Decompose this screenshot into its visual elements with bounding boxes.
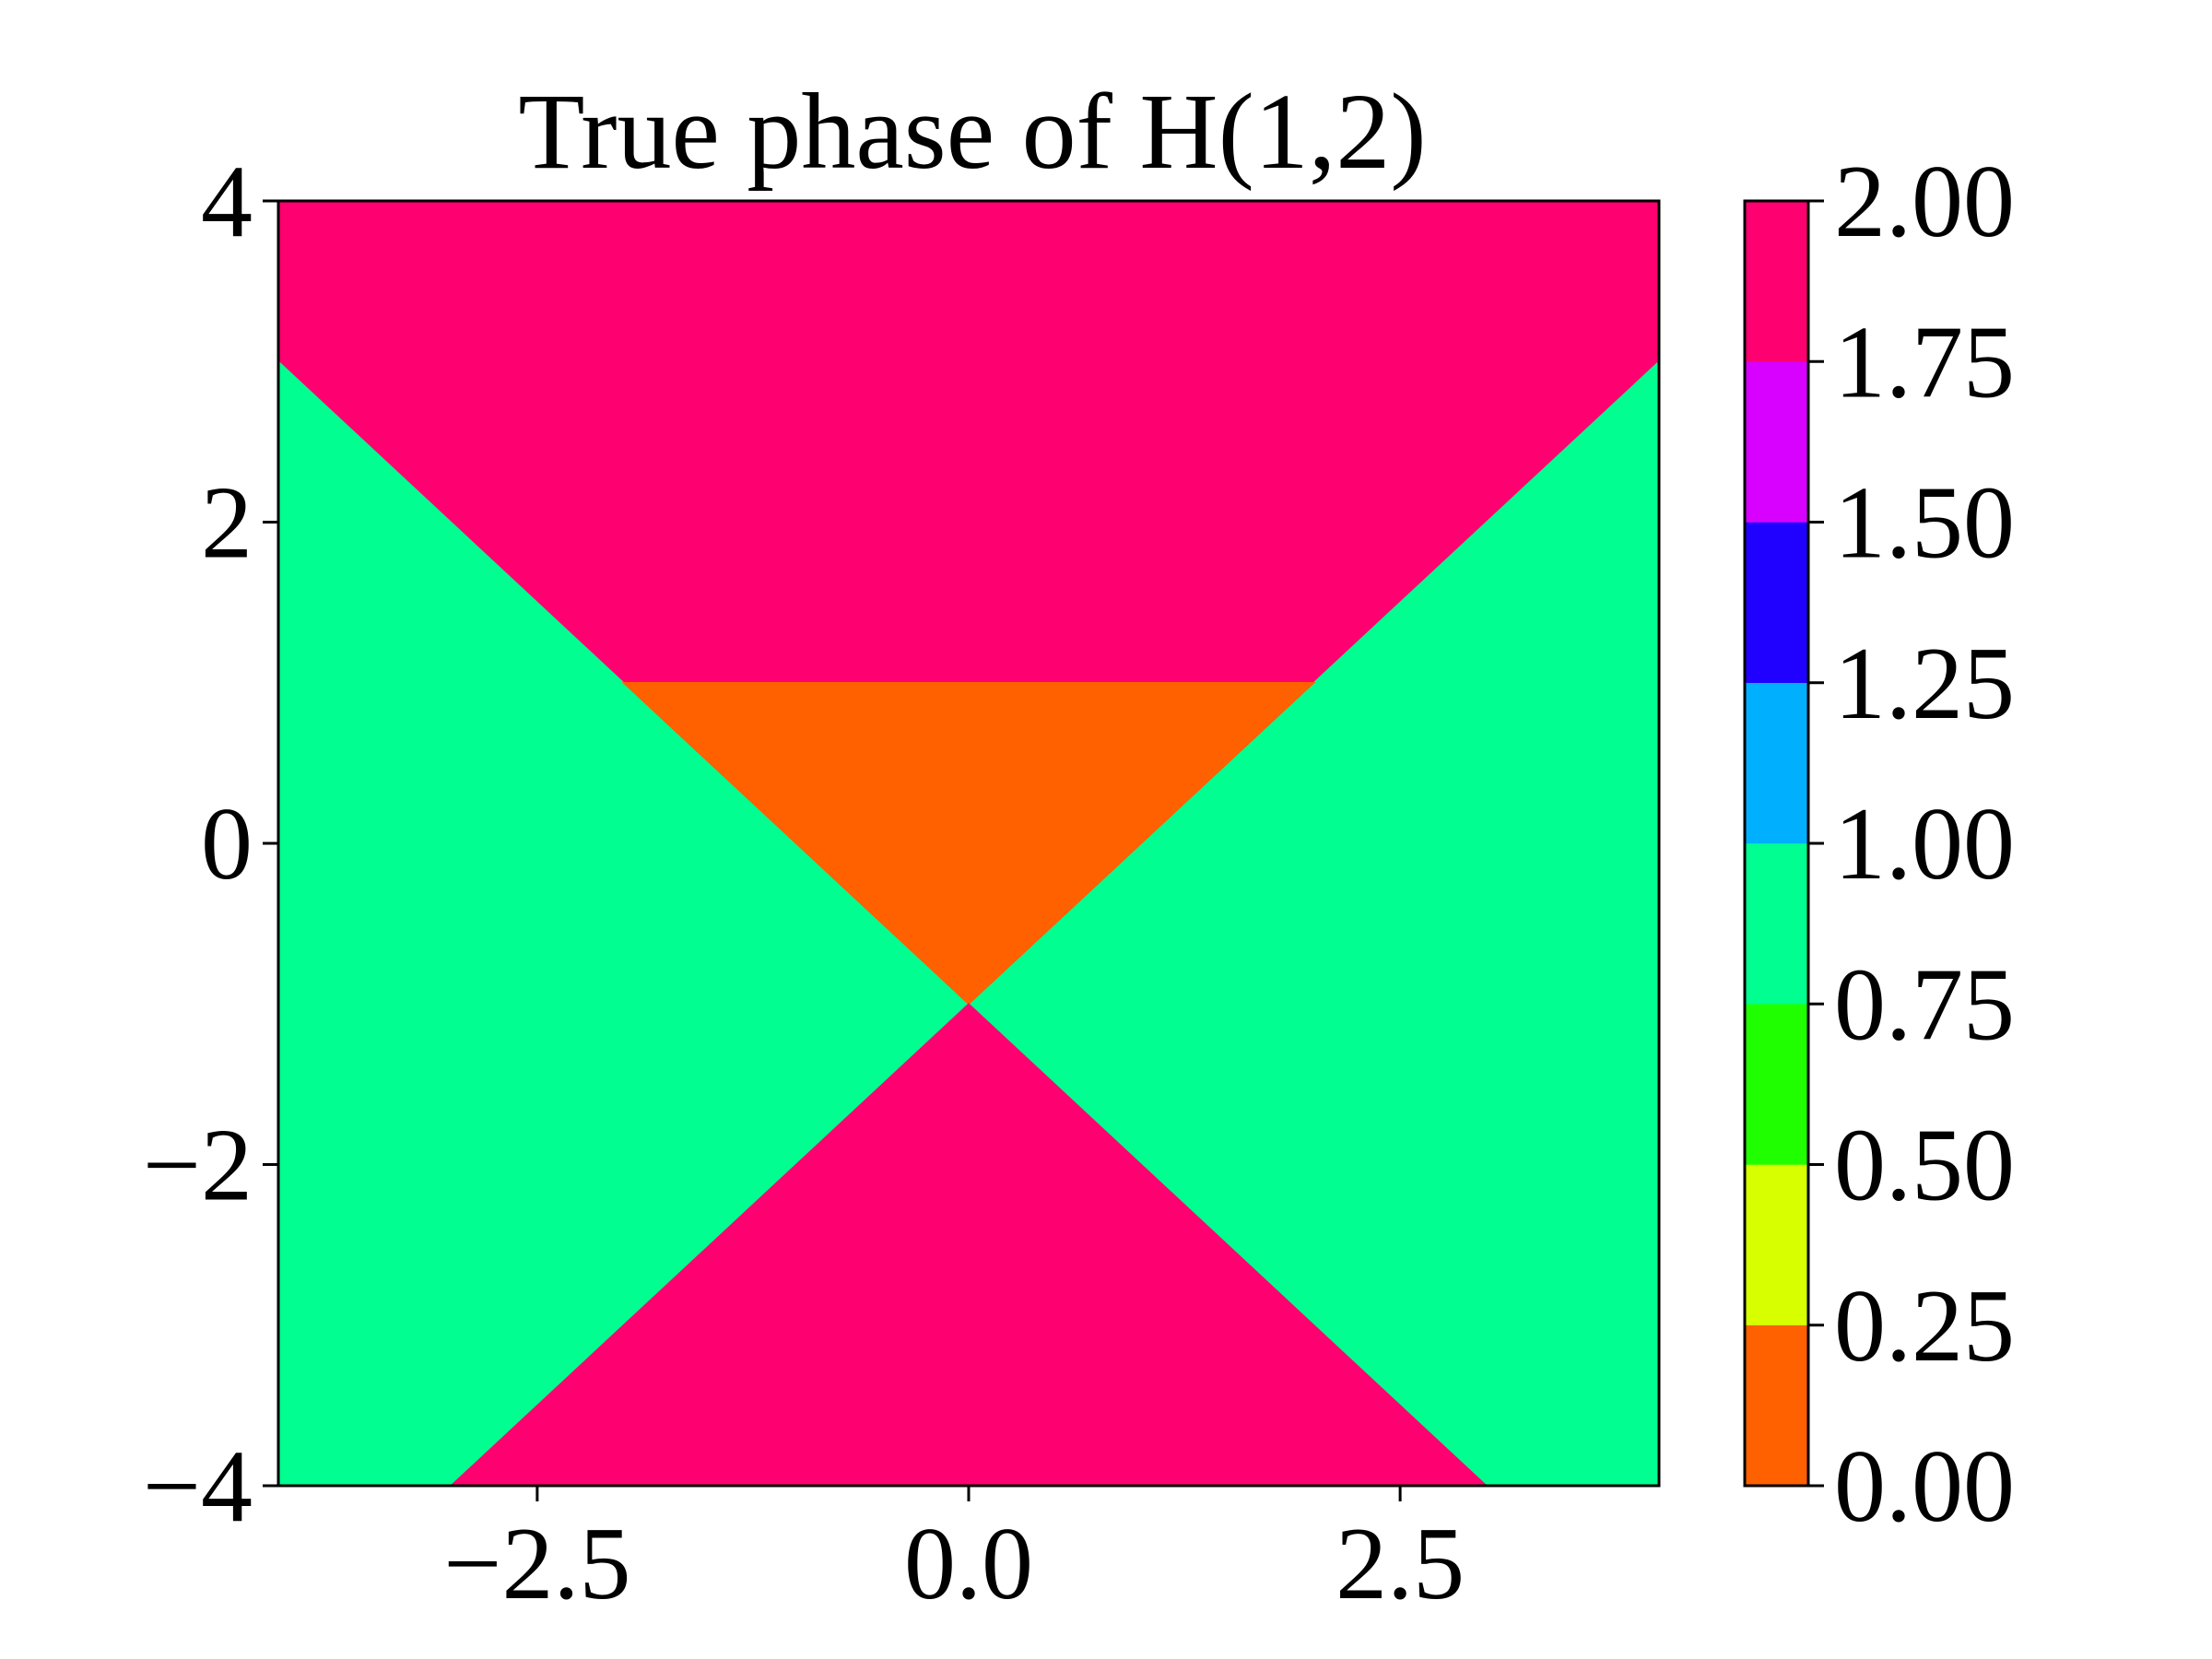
x-tick-label: −2.5 bbox=[443, 1507, 630, 1621]
colorbar-tick-label: 2.00 bbox=[1834, 145, 2015, 259]
colorbar-segment bbox=[1744, 522, 1809, 683]
colorbar bbox=[1744, 200, 1809, 1487]
y-axis: −4 −2 0 2 4 bbox=[143, 145, 278, 1544]
x-tick-label: 0.0 bbox=[904, 1507, 1033, 1621]
colorbar-tick-label: 1.50 bbox=[1834, 466, 2015, 581]
colorbar-segment bbox=[1744, 1324, 1809, 1487]
plot-regions bbox=[277, 200, 1660, 1487]
y-tick-label: 2 bbox=[201, 466, 253, 581]
colorbar-tick-label: 0.00 bbox=[1834, 1430, 2015, 1544]
phase-region-3 bbox=[621, 682, 1316, 1006]
colorbar-segment bbox=[1744, 200, 1809, 362]
colorbar-tick-label: 0.25 bbox=[1834, 1269, 2015, 1383]
colorbar-segment bbox=[1744, 1004, 1809, 1165]
colorbar-segment bbox=[1744, 682, 1809, 844]
colorbar-tick-label: 0.75 bbox=[1834, 947, 2015, 1062]
y-tick-label: 4 bbox=[201, 145, 253, 259]
colorbar-tick-label: 1.00 bbox=[1834, 787, 2015, 901]
colorbar-segment bbox=[1744, 1164, 1809, 1325]
colorbar-tick-label: 0.50 bbox=[1834, 1109, 2015, 1223]
x-axis: −2.5 0.0 2.5 bbox=[443, 1486, 1465, 1621]
colorbar-tick-label: 1.75 bbox=[1834, 305, 2015, 419]
colorbar-tick-label: 1.25 bbox=[1834, 627, 2015, 741]
y-tick-label: −4 bbox=[143, 1430, 253, 1544]
x-tick-label: 2.5 bbox=[1335, 1507, 1465, 1621]
y-tick-label: −2 bbox=[143, 1109, 253, 1223]
colorbar-axis: 0.00 0.25 0.50 0.75 1.00 1.25 1.50 1.75 2.00 bbox=[1808, 145, 2015, 1544]
colorbar-segment bbox=[1744, 361, 1809, 523]
colorbar-segment bbox=[1744, 842, 1809, 1005]
y-tick-label: 0 bbox=[201, 787, 253, 901]
chart-title: True phase of H(1,2) bbox=[518, 71, 1426, 192]
